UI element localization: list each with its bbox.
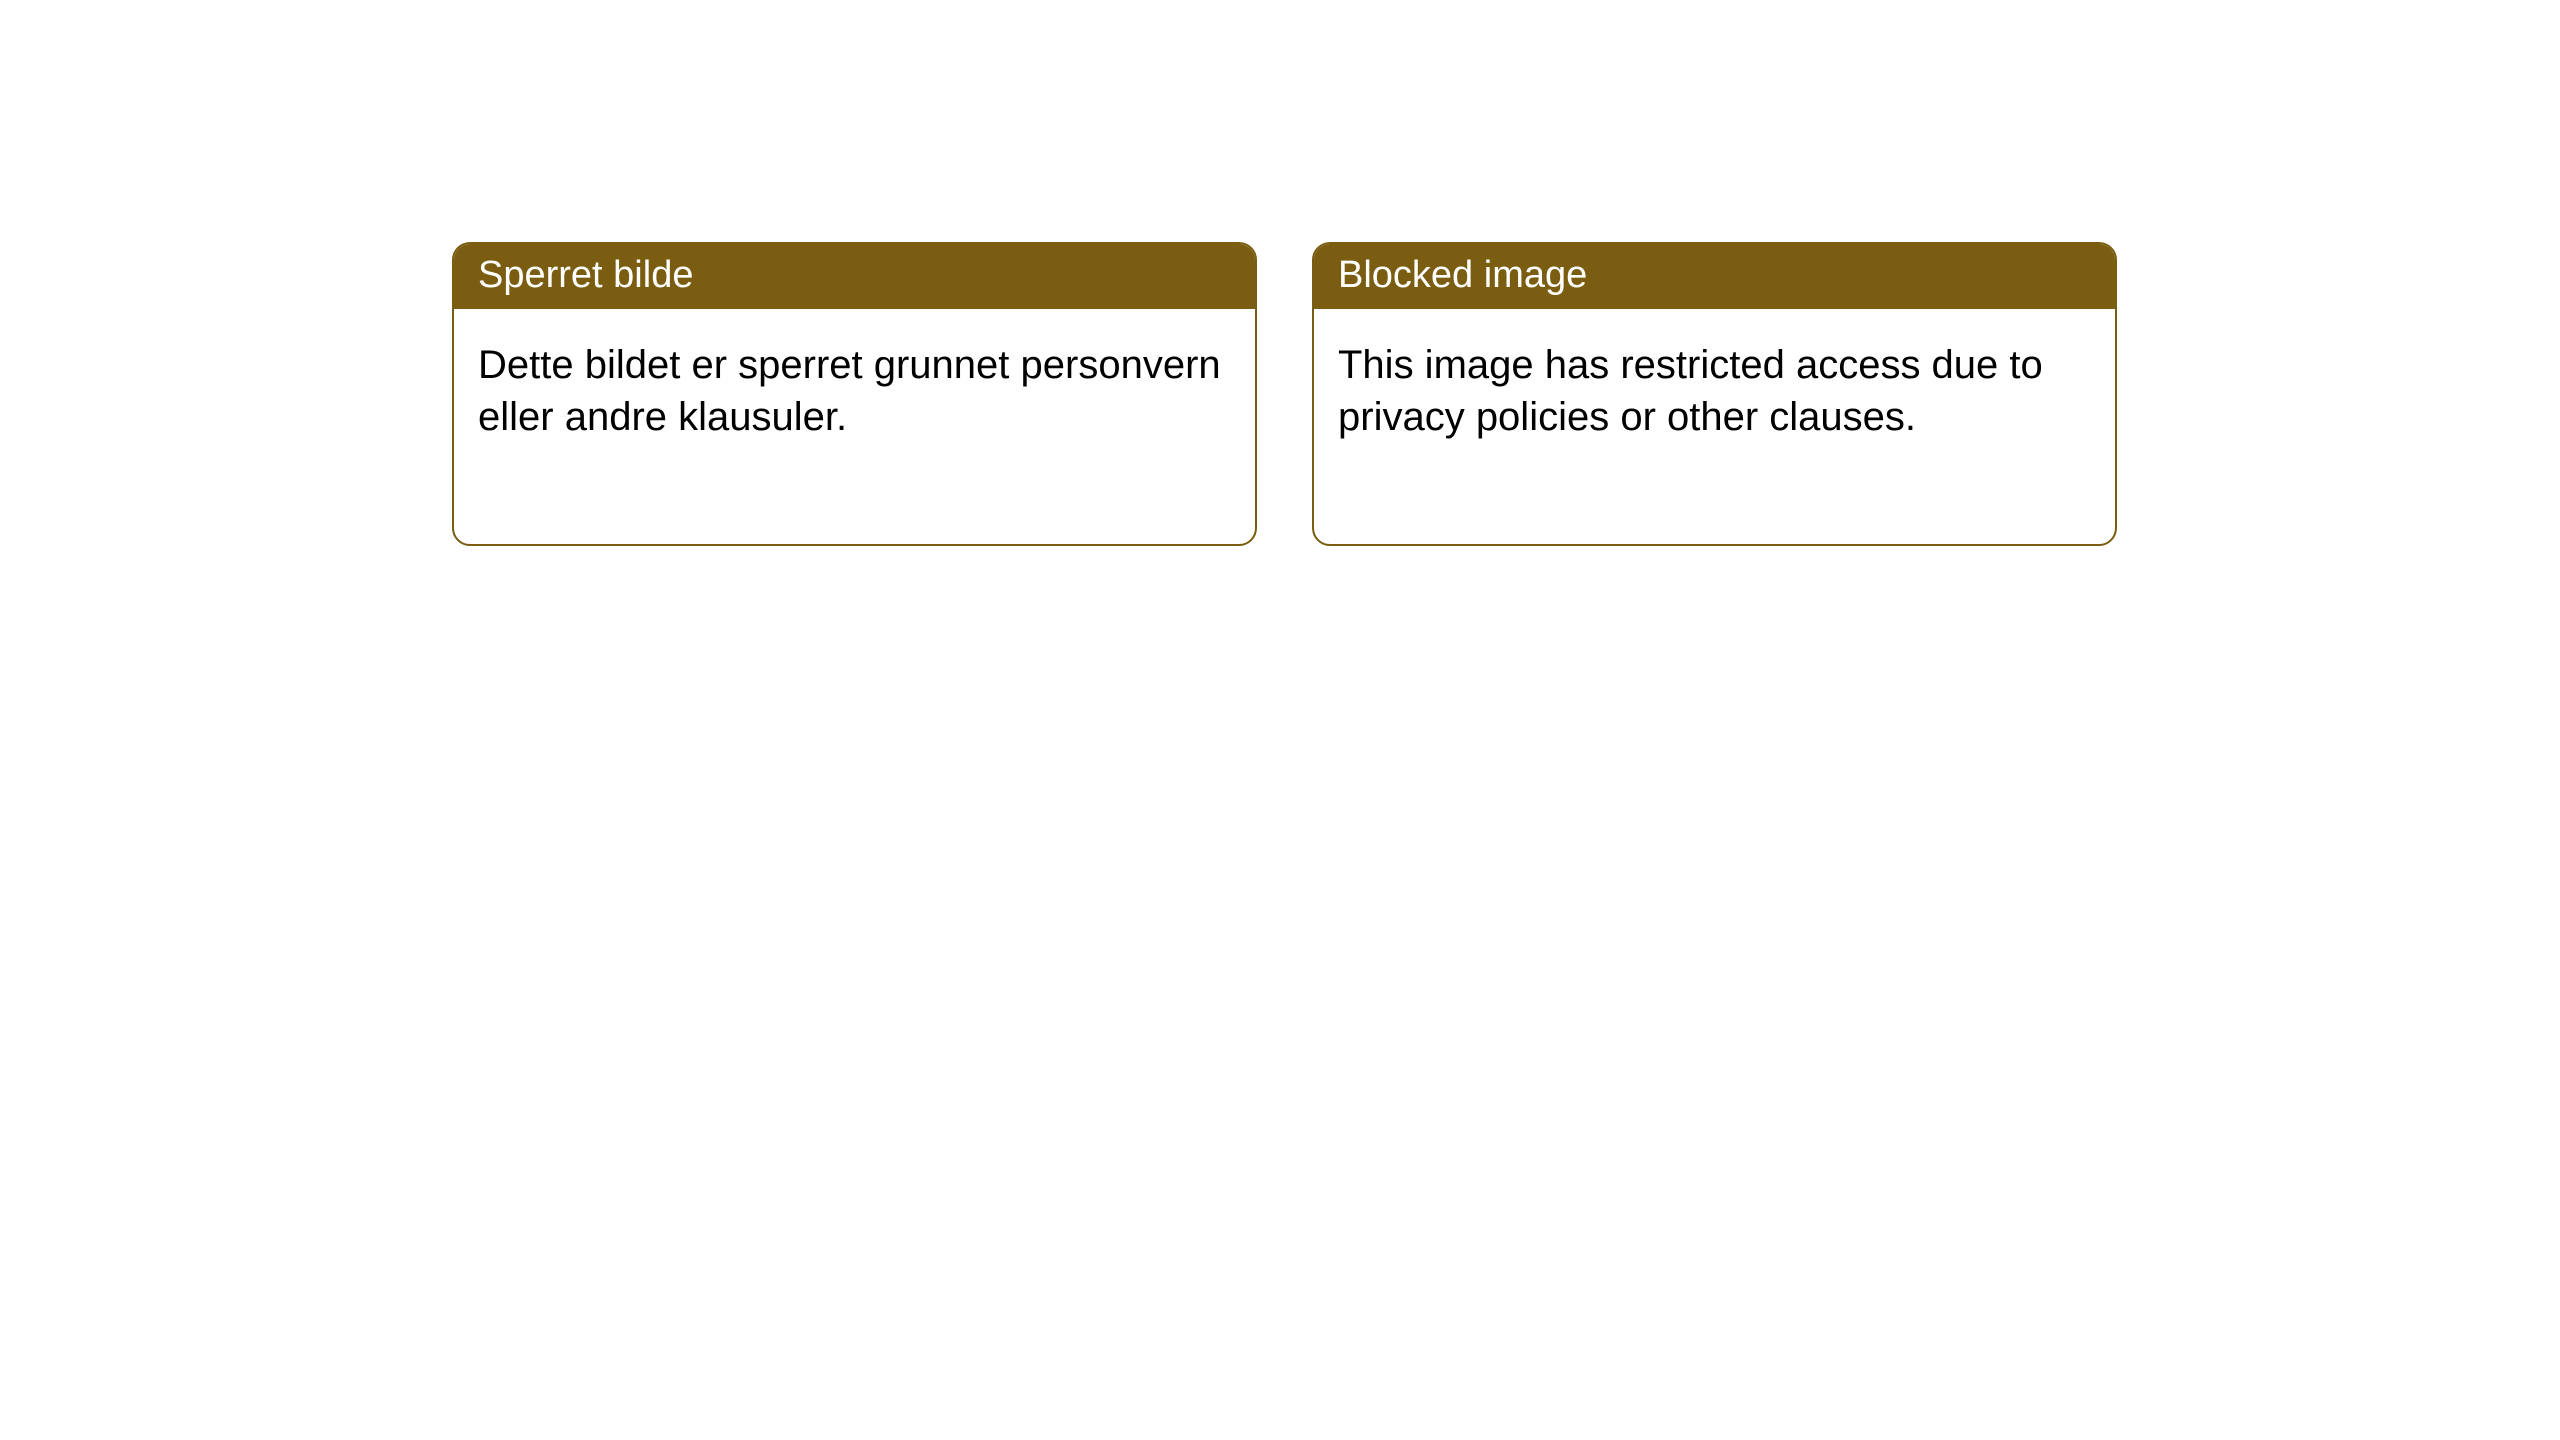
notice-header: Sperret bilde [454,244,1255,309]
notice-card-norwegian: Sperret bilde Dette bildet er sperret gr… [452,242,1257,546]
notice-body: This image has restricted access due to … [1314,309,2115,544]
notice-container: Sperret bilde Dette bildet er sperret gr… [452,242,2117,546]
notice-header: Blocked image [1314,244,2115,309]
notice-body: Dette bildet er sperret grunnet personve… [454,309,1255,544]
notice-card-english: Blocked image This image has restricted … [1312,242,2117,546]
